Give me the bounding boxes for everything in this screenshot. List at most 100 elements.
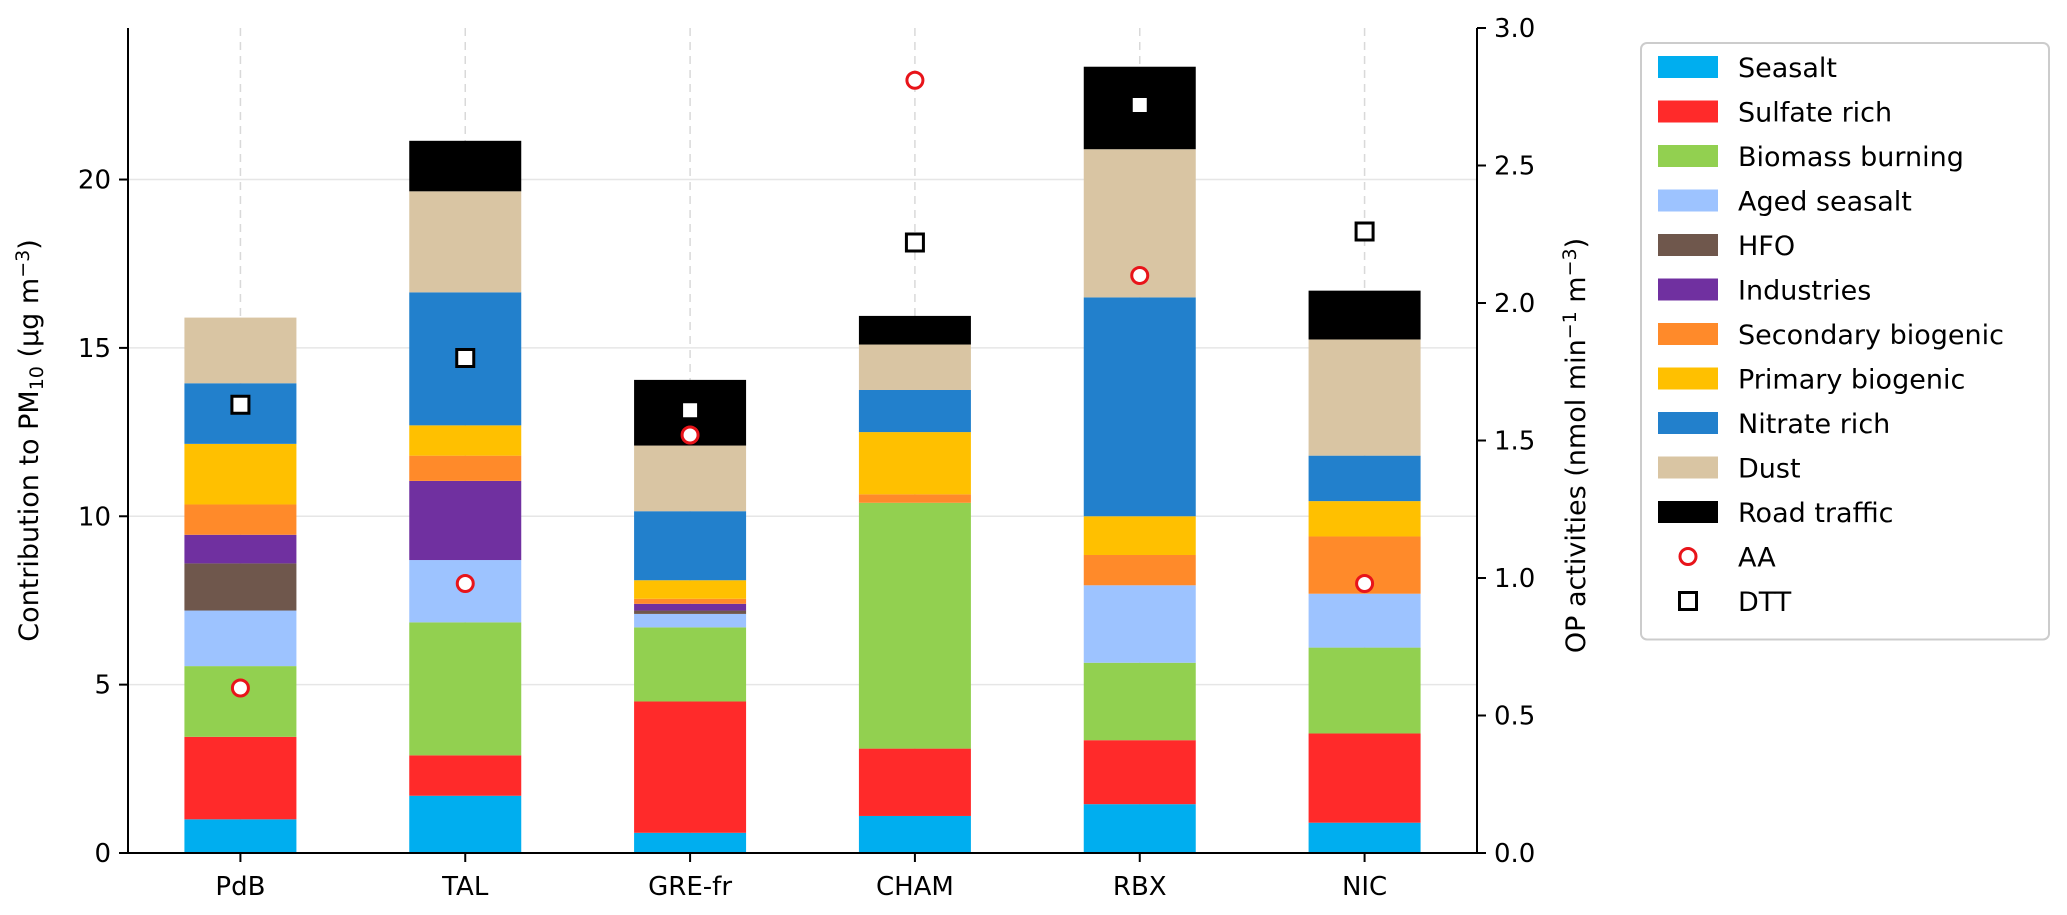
bar-dust-gre-fr bbox=[634, 445, 747, 512]
legend-label-nitrate-rich: Nitrate rich bbox=[1738, 409, 1890, 440]
legend-label-dust: Dust bbox=[1738, 454, 1801, 485]
bar-sulfate-rich-rbx bbox=[1083, 740, 1196, 805]
bar-secondary-biogenic-rbx bbox=[1083, 554, 1196, 586]
legend-swatch-road-traffic bbox=[1658, 501, 1718, 523]
x-tick-label-cham: CHAM bbox=[876, 872, 954, 902]
marker-dtt-gre-fr bbox=[680, 400, 701, 421]
legend-label-industries: Industries bbox=[1738, 276, 1871, 307]
x-tick-label-gre-fr: GRE-fr bbox=[648, 872, 732, 902]
bar-sulfate-rich-cham bbox=[858, 748, 971, 816]
marker-aa-nic bbox=[1355, 574, 1375, 593]
bar-sulfate-rich-nic bbox=[1308, 733, 1421, 823]
y-axis-title-right-text: OP activities (nmol min bbox=[1561, 339, 1592, 653]
bar-road-traffic-tal bbox=[409, 140, 522, 192]
bar-aged-seasalt-pdb bbox=[184, 610, 297, 667]
y-tick-label-right: 1.0 bbox=[1494, 564, 1535, 594]
bar-primary-biogenic-pdb bbox=[184, 443, 297, 505]
legend-label-aa: AA bbox=[1738, 543, 1776, 574]
bar-road-traffic-cham bbox=[858, 315, 971, 345]
bar-dust-cham bbox=[858, 344, 971, 390]
legend-swatch-dust bbox=[1658, 456, 1718, 479]
bar-secondary-biogenic-tal bbox=[409, 455, 522, 481]
bar-dust-tal bbox=[409, 191, 522, 293]
legend-label-aged-seasalt: Aged seasalt bbox=[1738, 187, 1912, 218]
bar-nitrate-rich-gre-fr bbox=[634, 511, 747, 581]
marker-aa-cham bbox=[905, 70, 925, 90]
bar-hfo-gre-fr bbox=[634, 610, 747, 614]
bar-nitrate-rich-rbx bbox=[1083, 297, 1196, 517]
bar-primary-biogenic-tal bbox=[409, 425, 522, 456]
y-tick-label-left: 10 bbox=[78, 502, 111, 532]
bar-seasalt-tal bbox=[409, 795, 522, 853]
y-axis-title-left-unit: (µg m bbox=[14, 278, 45, 366]
legend-label-secondary-biogenic: Secondary biogenic bbox=[1738, 320, 2004, 351]
bar-primary-biogenic-cham bbox=[858, 432, 971, 495]
y-axis-title-right-superscript-1: −1 bbox=[1559, 311, 1581, 339]
bar-dust-nic bbox=[1308, 339, 1421, 456]
bar-industries-pdb bbox=[184, 534, 297, 564]
bar-secondary-biogenic-cham bbox=[858, 494, 971, 503]
bar-biomass-burning-cham bbox=[858, 502, 971, 749]
y-tick-label-right: 1.5 bbox=[1494, 427, 1535, 457]
bar-sulfate-rich-pdb bbox=[184, 736, 297, 820]
marker-aa-rbx bbox=[1130, 266, 1150, 285]
legend-label-hfo: HFO bbox=[1738, 231, 1795, 262]
legend: Seasalt Sulfate rich Biomass burning Aged s… bbox=[1640, 42, 2050, 641]
y-tick-label-left: 5 bbox=[94, 671, 111, 701]
marker-dtt-cham bbox=[904, 232, 925, 253]
legend-swatch-biomass-burning bbox=[1658, 145, 1718, 167]
legend-swatch-aged-seasalt bbox=[1658, 189, 1718, 212]
legend-label-primary-biogenic: Primary biogenic bbox=[1738, 365, 1965, 396]
bar-seasalt-rbx bbox=[1083, 804, 1196, 853]
legend-label-road-traffic: Road traffic bbox=[1738, 498, 1894, 529]
legend-swatch-secondary-biogenic bbox=[1658, 323, 1718, 345]
marker-dtt-rbx bbox=[1129, 95, 1150, 115]
bar-biomass-burning-gre-fr bbox=[634, 627, 747, 702]
legend-swatch-primary-biogenic bbox=[1658, 367, 1718, 390]
legend-marker-aa bbox=[1678, 547, 1698, 566]
y-tick-label-left: 0 bbox=[94, 839, 111, 869]
bar-primary-biogenic-nic bbox=[1308, 501, 1421, 537]
y-tick-label-right: 3.0 bbox=[1494, 14, 1535, 44]
bar-industries-tal bbox=[409, 480, 522, 561]
legend-marker-dtt bbox=[1678, 591, 1698, 611]
bar-nitrate-rich-nic bbox=[1308, 455, 1421, 502]
bar-seasalt-cham bbox=[858, 815, 971, 853]
legend-frame bbox=[1640, 42, 2050, 641]
y-axis-title-right-superscript-2: −3 bbox=[1559, 248, 1581, 276]
bar-aged-seasalt-rbx bbox=[1083, 585, 1196, 663]
legend-swatch-nitrate-rich bbox=[1658, 412, 1718, 434]
bar-biomass-burning-nic bbox=[1308, 647, 1421, 734]
bar-aged-seasalt-gre-fr bbox=[634, 613, 747, 628]
y-tick-label-left: 15 bbox=[78, 334, 111, 364]
bar-sulfate-rich-gre-fr bbox=[634, 701, 747, 833]
legend-swatch-industries bbox=[1658, 278, 1718, 301]
bar-seasalt-pdb bbox=[184, 819, 297, 853]
y-axis-title-left: Contribution to PM10 (µg m−3) bbox=[12, 239, 47, 642]
legend-swatch-seasalt bbox=[1658, 56, 1718, 78]
bar-biomass-burning-tal bbox=[409, 622, 522, 756]
legend-label-biomass-burning: Biomass burning bbox=[1738, 142, 1964, 173]
bar-aged-seasalt-nic bbox=[1308, 593, 1421, 648]
marker-dtt-tal bbox=[455, 348, 476, 368]
x-tick-label-tal: TAL bbox=[441, 872, 489, 902]
bar-seasalt-nic bbox=[1308, 822, 1421, 853]
legend-label-seasalt: Seasalt bbox=[1738, 53, 1837, 84]
bars-layer bbox=[184, 66, 1421, 853]
marker-aa-gre-fr bbox=[680, 425, 700, 445]
bar-industries-gre-fr bbox=[634, 603, 747, 611]
y-axis-title-left-superscript: −3 bbox=[12, 250, 34, 278]
y-axis-title-left-close: ) bbox=[14, 239, 45, 250]
y-tick-label-right: 0.0 bbox=[1494, 839, 1535, 869]
x-tick-label-nic: NIC bbox=[1342, 872, 1387, 902]
y-tick-label-right: 0.5 bbox=[1494, 702, 1535, 732]
bar-nitrate-rich-cham bbox=[858, 389, 971, 433]
y-axis-title-right-close: ) bbox=[1561, 238, 1592, 249]
bar-sulfate-rich-tal bbox=[409, 755, 522, 796]
bar-biomass-burning-pdb bbox=[184, 666, 297, 737]
bar-biomass-burning-rbx bbox=[1083, 662, 1196, 741]
legend-swatch-hfo bbox=[1658, 234, 1718, 256]
marker-aa-tal bbox=[455, 574, 475, 593]
